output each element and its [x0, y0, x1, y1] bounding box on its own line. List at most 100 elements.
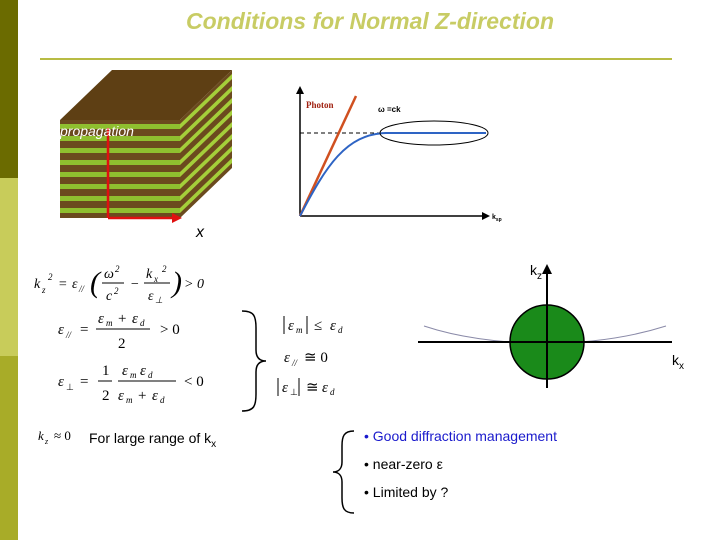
svg-text://: //	[78, 284, 86, 294]
stack-side-face	[180, 70, 232, 218]
sidebar-decoration	[0, 0, 18, 540]
svg-text:2: 2	[114, 286, 119, 296]
svg-text:x: x	[153, 274, 158, 284]
svg-text:> 0: > 0	[184, 277, 204, 292]
title-rule	[40, 58, 672, 60]
svg-text:⊥: ⊥	[155, 295, 163, 305]
svg-text:k: k	[146, 267, 153, 282]
stack-layer-front	[60, 184, 180, 189]
kspace-diagram	[418, 264, 672, 388]
bullet-item: • near-zero ε	[364, 456, 443, 472]
sidebar-band-mid	[0, 356, 18, 540]
stack-layer-front	[60, 208, 180, 213]
svg-text:c: c	[106, 289, 113, 304]
omega-ck-label: ω =ck	[378, 105, 401, 114]
stack-layer-side	[180, 110, 232, 165]
svg-text:m: m	[296, 325, 303, 335]
svg-text:ε: ε	[118, 388, 124, 404]
svg-text:+: +	[118, 311, 126, 327]
stack-layer-side	[180, 86, 232, 141]
x-label: x	[196, 224, 204, 241]
svg-text:ε: ε	[288, 318, 294, 334]
svg-text:1: 1	[102, 363, 110, 379]
svg-text:=: =	[80, 322, 88, 338]
kx-axis-label: kx	[672, 352, 684, 372]
svg-text:ε: ε	[284, 350, 290, 366]
svg-text:d: d	[160, 395, 165, 405]
svg-text:ε: ε	[330, 318, 336, 334]
svg-text://: //	[65, 330, 73, 340]
x-arrowhead	[172, 213, 182, 223]
svg-text:z: z	[41, 285, 46, 295]
svg-text:(: (	[90, 266, 102, 299]
svg-text:2: 2	[162, 264, 167, 274]
stack-layer-front	[60, 160, 180, 165]
kz-arrowhead	[542, 264, 552, 274]
ksp-axis-label: ksp	[492, 214, 502, 223]
dispersion-plot: Photon ω =ck ksp	[296, 86, 502, 223]
stack-layer-front	[60, 148, 180, 153]
svg-text:2: 2	[102, 388, 110, 404]
svg-text:ε: ε	[98, 311, 104, 327]
svg-text:< 0: < 0	[184, 374, 204, 390]
stack-layer-side	[180, 158, 232, 213]
svg-text:⊥: ⊥	[290, 387, 298, 397]
flat-band-ellipse	[379, 120, 489, 146]
svg-text:k: k	[38, 428, 44, 443]
propagation-label: propagation	[60, 123, 134, 139]
condition-2: ε// ≅ 0	[282, 344, 362, 375]
stack-layer-side	[180, 122, 232, 177]
svg-text:m: m	[126, 395, 133, 405]
stack-layer-front	[60, 196, 180, 201]
layered-stack-figure	[60, 70, 232, 223]
sidebar-band-light	[0, 178, 18, 356]
stack-top-face	[60, 70, 232, 120]
kz-approx-zero: k z ≈ 0	[36, 426, 86, 453]
svg-text:d: d	[148, 370, 153, 380]
svg-text:=: =	[80, 374, 88, 390]
stack-layer-front	[60, 172, 180, 177]
svg-text:+: +	[138, 388, 146, 404]
svg-text:≤: ≤	[314, 318, 322, 334]
svg-text:ε: ε	[148, 289, 154, 304]
bullet-list: • Good diffraction management • near-zer…	[364, 428, 557, 512]
stack-layer-side	[180, 74, 232, 129]
svg-text:⊥: ⊥	[66, 382, 74, 392]
svg-text:≈ 0: ≈ 0	[54, 428, 71, 443]
svg-text:ε: ε	[72, 277, 78, 292]
svg-text:> 0: > 0	[160, 322, 180, 338]
right-brace	[241, 310, 267, 412]
svg-text:ε: ε	[152, 388, 158, 404]
plot-y-arrowhead	[296, 86, 304, 94]
svg-text:ε: ε	[282, 380, 288, 396]
svg-text:2: 2	[118, 336, 126, 352]
svg-text:ω: ω	[104, 267, 114, 282]
large-range-text: For large range of kx	[89, 430, 217, 450]
photon-light-line	[298, 95, 358, 217]
svg-text:2: 2	[48, 272, 53, 282]
svg-text:d: d	[338, 325, 343, 335]
bullet-item: • Good diffraction management	[364, 428, 557, 444]
svg-text:ε: ε	[132, 311, 138, 327]
plot-x-arrowhead	[482, 212, 490, 220]
left-brace	[332, 430, 355, 514]
stack-layer-side	[180, 98, 232, 153]
kz-axis-label: kz	[530, 262, 542, 282]
svg-text:−: −	[130, 277, 139, 292]
svg-text:m: m	[106, 318, 113, 328]
svg-text:ε: ε	[58, 374, 64, 390]
svg-text:=: =	[58, 277, 67, 292]
svg-text:ε: ε	[322, 380, 328, 396]
svg-text:≅: ≅	[306, 380, 319, 396]
svg-text:d: d	[330, 387, 335, 397]
photon-label: Photon	[306, 100, 334, 110]
condition-3: ε ⊥ ≅ ε d	[274, 374, 364, 405]
svg-text:d: d	[140, 318, 145, 328]
stack-layer-front	[60, 136, 180, 141]
